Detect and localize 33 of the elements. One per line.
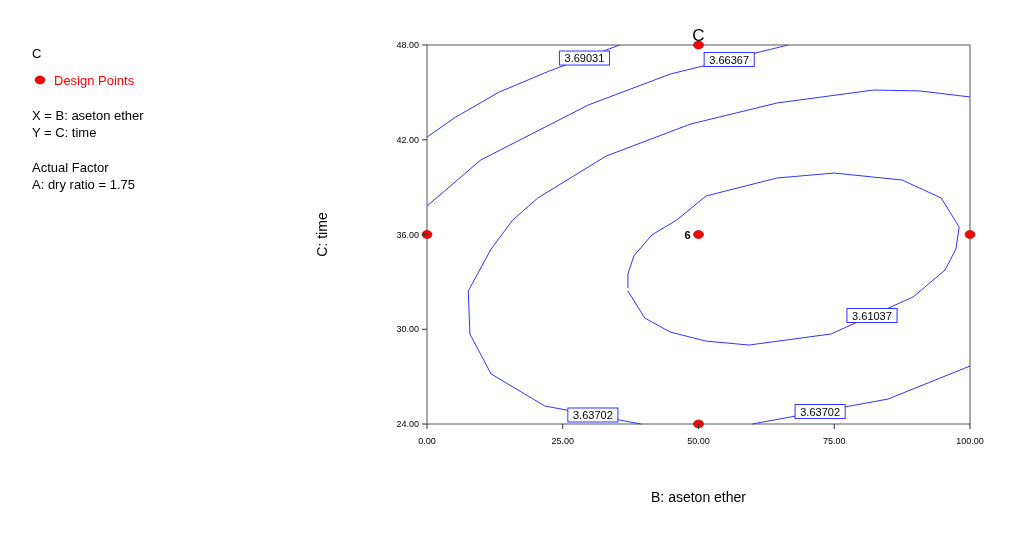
x-tick-label: 25.00 xyxy=(551,436,575,446)
line-series xyxy=(467,89,971,425)
text: X = B: aseton ether xyxy=(32,108,145,123)
text: Actual Factor xyxy=(32,160,110,175)
y-tick-label: 42.00 xyxy=(396,134,419,145)
series-label: 3.61037 xyxy=(852,309,892,322)
point xyxy=(421,230,433,239)
chart-title: C xyxy=(692,26,705,45)
point xyxy=(693,40,704,50)
y-tick-label: 48.00 xyxy=(396,40,419,50)
point xyxy=(693,419,704,429)
series-label: 3.69031 xyxy=(564,52,605,65)
y-tick-label: 24.00 xyxy=(396,419,419,429)
y-tick-label: 36.00 xyxy=(396,229,419,240)
legend-label: Design Points xyxy=(54,73,135,88)
x-tick-label: 50.00 xyxy=(687,436,710,446)
series-label: 3.63702 xyxy=(800,405,841,418)
text: Y = C: time xyxy=(32,125,97,140)
y-axis-title: C: time xyxy=(314,212,330,257)
line-series xyxy=(426,44,789,207)
series-label: 3.66367 xyxy=(709,53,750,66)
x-axis-title: B: aseton ether xyxy=(651,489,747,505)
x-tick-label: 100.00 xyxy=(956,436,984,446)
legend-title: C xyxy=(32,46,42,61)
point xyxy=(693,230,704,239)
x-tick-label: 75.00 xyxy=(822,436,846,446)
text: A: dry ratio = 1.75 xyxy=(32,177,135,192)
x-tick-label: 0.00 xyxy=(418,436,436,446)
line-series xyxy=(627,172,960,346)
series-label: 3.63702 xyxy=(573,409,613,421)
point xyxy=(964,230,976,239)
y-tick-label: 30.00 xyxy=(396,324,419,335)
annotation: 6 xyxy=(684,228,691,241)
